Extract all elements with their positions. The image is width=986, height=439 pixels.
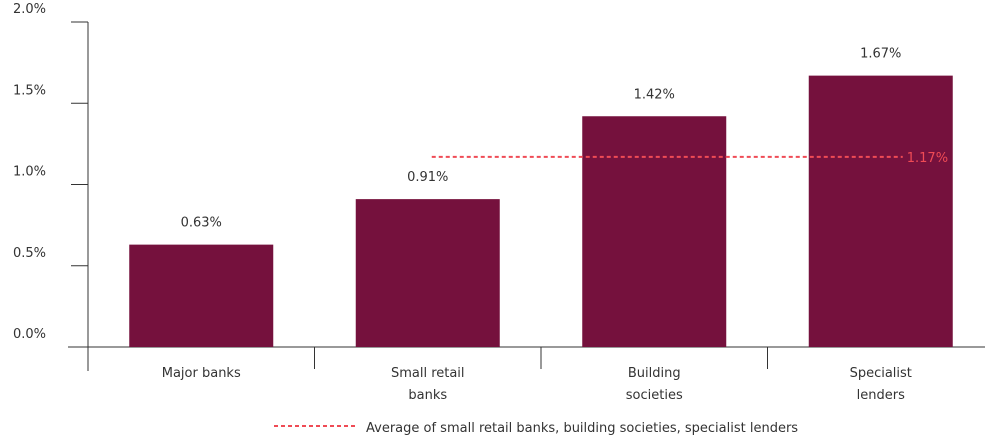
- bar-value-label: 0.91%: [407, 170, 448, 185]
- legend-label: Average of small retail banks, building …: [366, 421, 798, 436]
- x-category-label: Major banks: [162, 366, 241, 381]
- x-category-label-line: societies: [626, 388, 683, 403]
- data-labels: 0.63% 0.91% 1.42% 1.67%: [181, 47, 902, 231]
- y-tick-label: 0.0%: [13, 327, 46, 342]
- x-axis: Major banks Small retail banks Building soci…: [68, 346, 985, 403]
- x-category-label-line: Major banks: [162, 366, 241, 381]
- average-reference-label: 1.17%: [907, 151, 948, 166]
- x-category-label-line: Building: [628, 366, 681, 381]
- y-tick-label: 0.5%: [13, 246, 46, 261]
- x-category-label-line: Small retail: [391, 366, 465, 381]
- y-tick-label: 1.5%: [13, 83, 46, 98]
- x-category-label: Building societies: [626, 366, 683, 403]
- bars: [129, 75, 953, 347]
- x-category-label: Specialist lenders: [850, 366, 912, 403]
- bar-value-label: 1.67%: [860, 47, 901, 62]
- y-tick-label: 1.0%: [13, 165, 46, 180]
- legend: Average of small retail banks, building …: [274, 421, 798, 436]
- x-category-label-line: banks: [408, 388, 447, 403]
- bar-value-label: 0.63%: [181, 216, 222, 231]
- bar-value-label: 1.42%: [634, 87, 675, 102]
- bar: [129, 244, 274, 347]
- bar: [808, 75, 953, 347]
- bar: [582, 116, 727, 347]
- x-category-label-line: Specialist: [850, 366, 912, 381]
- x-category-label-line: lenders: [857, 388, 905, 403]
- y-axis: 0.0% 0.5% 1.0% 1.5% 2.0%: [13, 2, 89, 371]
- reference-line-group: 1.17%: [431, 151, 948, 166]
- x-category-label: Small retail banks: [391, 366, 465, 403]
- bar: [355, 199, 500, 347]
- y-tick-label: 2.0%: [13, 2, 46, 17]
